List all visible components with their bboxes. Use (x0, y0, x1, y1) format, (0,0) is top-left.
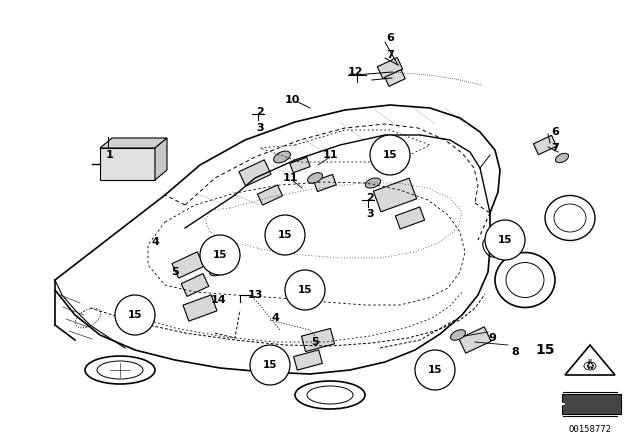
Text: 8: 8 (511, 347, 519, 357)
Polygon shape (294, 350, 323, 370)
Polygon shape (172, 252, 204, 278)
FancyBboxPatch shape (562, 394, 621, 414)
Polygon shape (239, 160, 271, 186)
Polygon shape (100, 148, 155, 180)
Text: 13: 13 (247, 290, 262, 300)
Polygon shape (181, 274, 209, 297)
Ellipse shape (273, 151, 291, 163)
Text: 3: 3 (366, 209, 374, 219)
Text: 10: 10 (284, 95, 300, 105)
Ellipse shape (451, 330, 465, 340)
Polygon shape (100, 138, 167, 148)
Polygon shape (183, 295, 217, 321)
Text: 7: 7 (386, 50, 394, 60)
Text: 5: 5 (311, 337, 319, 347)
Text: 6: 6 (551, 127, 559, 137)
Ellipse shape (365, 178, 381, 188)
Text: 15: 15 (298, 285, 312, 295)
Polygon shape (378, 57, 403, 78)
Circle shape (200, 235, 240, 275)
Circle shape (250, 345, 290, 385)
Polygon shape (314, 174, 336, 192)
Text: 11: 11 (282, 173, 298, 183)
Circle shape (115, 295, 155, 335)
Circle shape (485, 220, 525, 260)
Text: 1: 1 (106, 150, 114, 160)
Polygon shape (257, 185, 282, 205)
Text: 2: 2 (366, 193, 374, 203)
Polygon shape (155, 138, 167, 180)
Polygon shape (290, 157, 310, 173)
Text: O0158772: O0158772 (568, 426, 611, 435)
Polygon shape (533, 135, 557, 155)
Text: 4: 4 (271, 313, 279, 323)
Text: ♻: ♻ (586, 361, 595, 371)
Polygon shape (373, 178, 417, 212)
Ellipse shape (556, 153, 568, 163)
Text: 3: 3 (256, 123, 264, 133)
Text: 11: 11 (323, 150, 338, 160)
Text: 5: 5 (171, 267, 179, 277)
Circle shape (415, 350, 455, 390)
Text: 14: 14 (210, 295, 226, 305)
Polygon shape (301, 328, 335, 352)
Text: 15: 15 (278, 230, 292, 240)
Text: 15: 15 (128, 310, 142, 320)
Text: 2: 2 (256, 107, 264, 117)
Text: 7: 7 (551, 143, 559, 153)
Text: 15: 15 (428, 365, 442, 375)
Text: 15: 15 (535, 343, 555, 357)
Polygon shape (459, 327, 491, 353)
Text: 15: 15 (498, 235, 512, 245)
Text: 4: 4 (151, 237, 159, 247)
Circle shape (285, 270, 325, 310)
Circle shape (265, 215, 305, 255)
Polygon shape (396, 207, 424, 229)
Text: r̲̿: r̲̿ (589, 359, 591, 367)
Circle shape (370, 135, 410, 175)
Text: 9: 9 (488, 333, 496, 343)
Text: 15: 15 (263, 360, 277, 370)
Ellipse shape (209, 264, 227, 276)
Ellipse shape (307, 172, 323, 183)
Text: 6: 6 (386, 33, 394, 43)
Text: 15: 15 (212, 250, 227, 260)
Text: 15: 15 (383, 150, 397, 160)
Polygon shape (385, 70, 405, 86)
Text: 12: 12 (348, 67, 363, 77)
